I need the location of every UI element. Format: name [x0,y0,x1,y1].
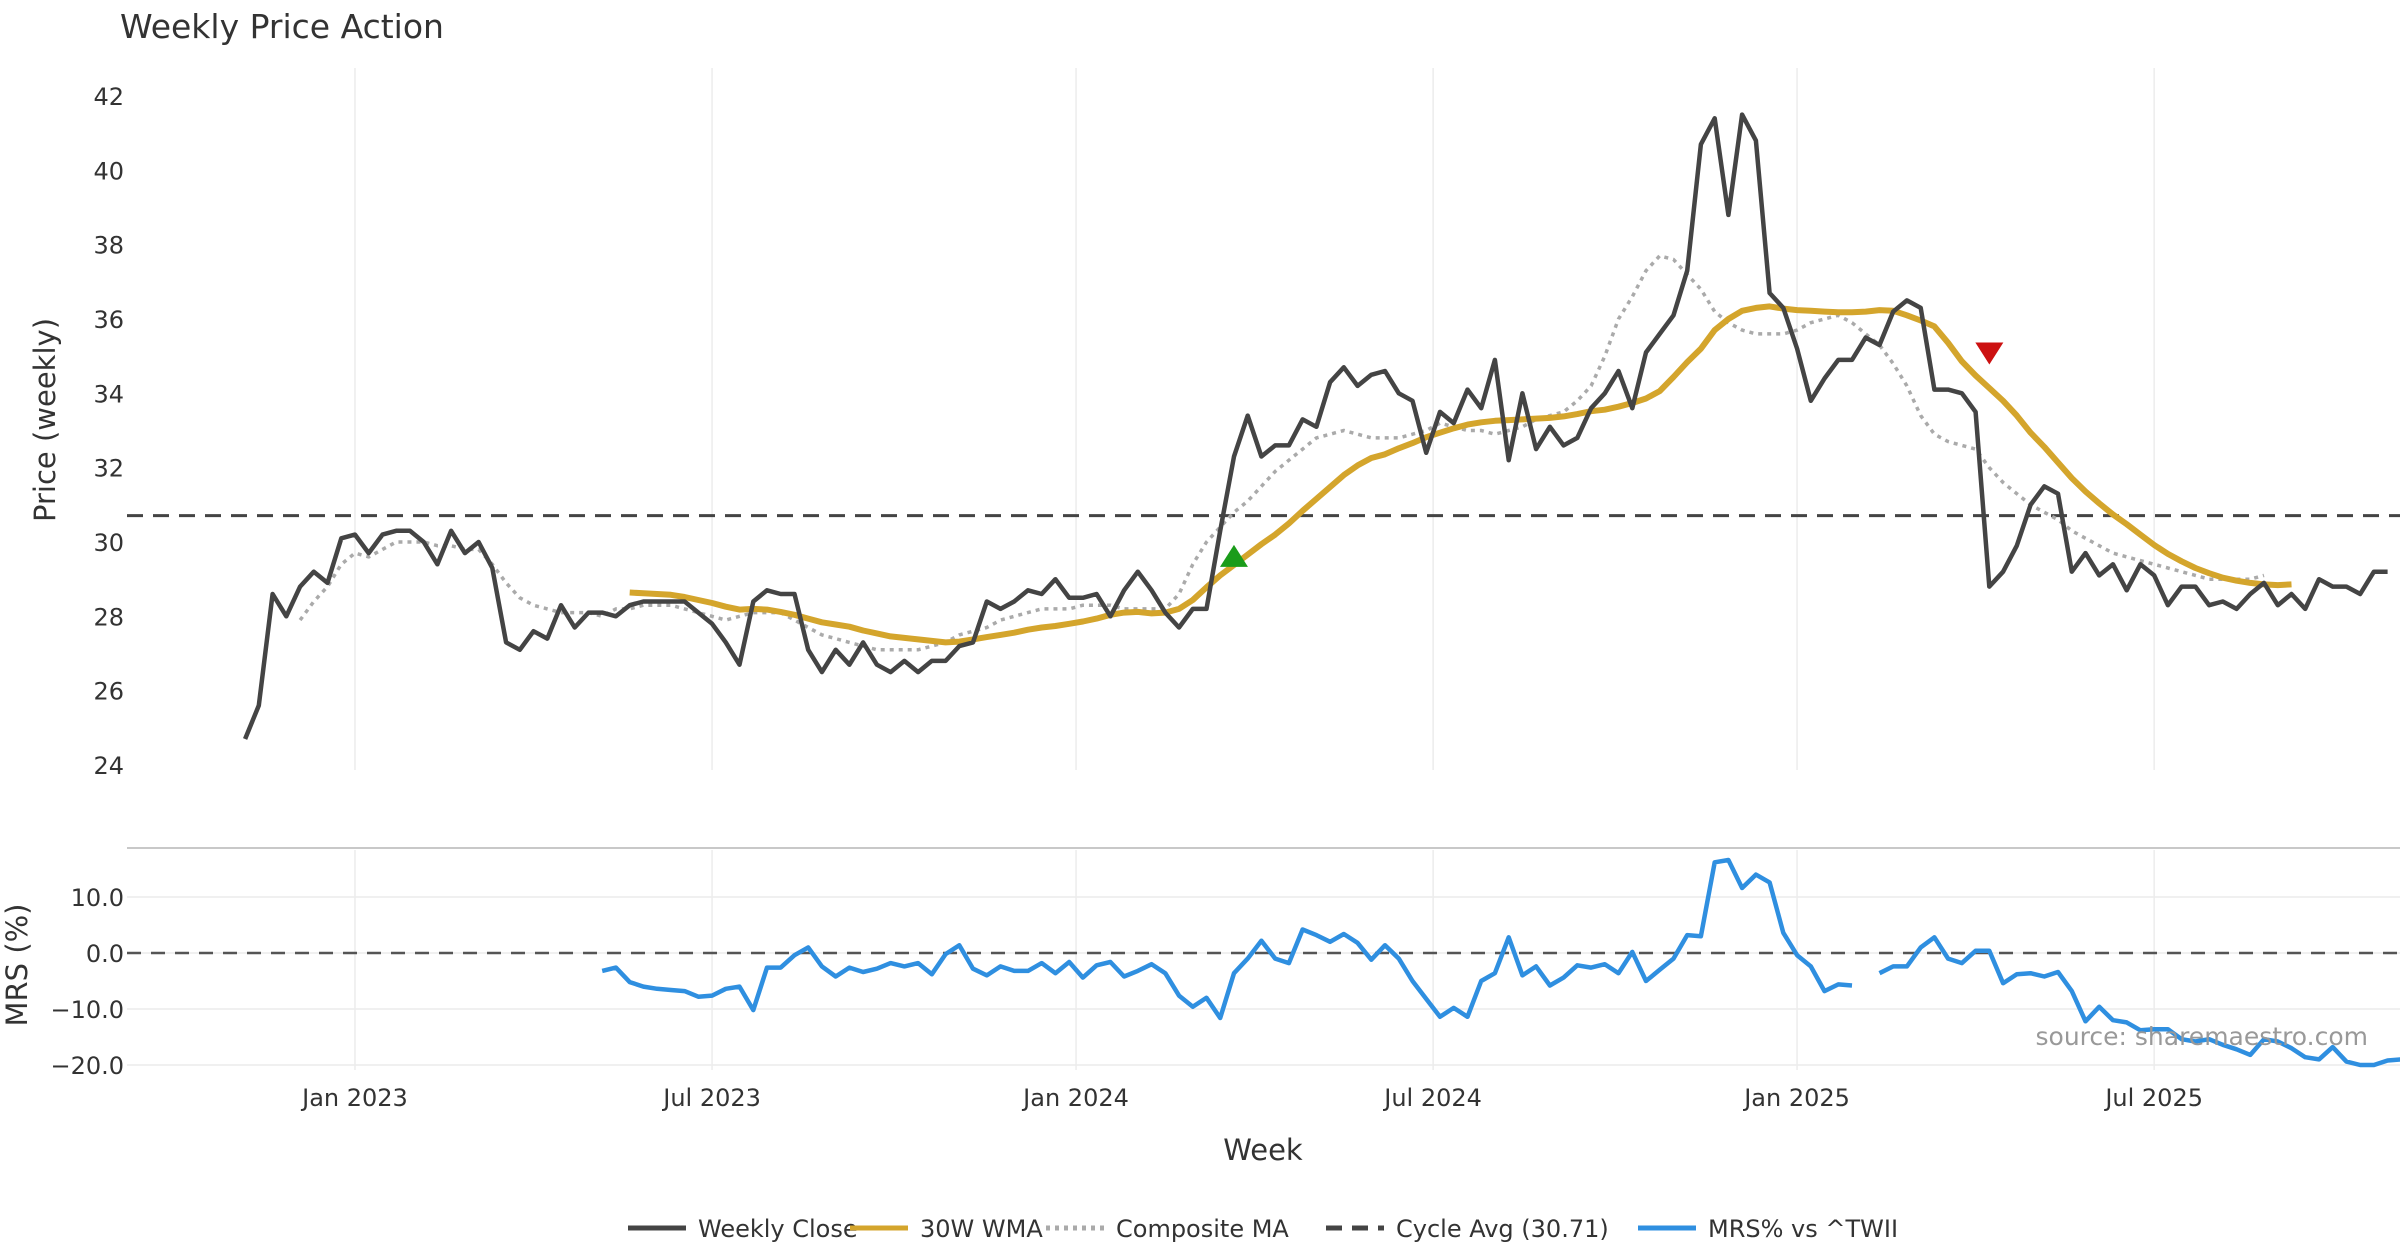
mrs-y-tick-label: −20.0 [50,1052,124,1080]
price-y-tick-label: 24 [93,752,124,780]
price-y-tick-label: 38 [93,232,124,260]
legend-item: Weekly Close [628,1215,858,1243]
price-y-tick-label: 34 [93,380,124,408]
legend-label: Composite MA [1116,1215,1289,1243]
mrs-y-tick-label: 0.0 [86,940,124,968]
mrs-y-axis-label: MRS (%) [0,904,34,1027]
legend-item: 30W WMA [850,1215,1043,1243]
x-tick-label: Jan 2024 [1021,1084,1129,1112]
legend-label: MRS% vs ^TWII [1708,1215,1898,1243]
price-y-tick-label: 28 [93,603,124,631]
mrs-y-tick-label: −10.0 [50,996,124,1024]
price-y-tick-label: 36 [93,306,124,334]
mrs-series [127,857,2400,1068]
x-tick-label: Jul 2023 [661,1084,761,1112]
price-series [127,112,2400,740]
trade-signals [1219,342,2004,567]
buy-signal-marker [1219,544,1248,567]
mrs-grid [127,850,2400,1070]
legend-label: 30W WMA [920,1215,1043,1243]
x-tick-label: Jan 2023 [300,1084,408,1112]
price-grid [354,68,2155,770]
x-tick-label: Jul 2025 [2103,1084,2203,1112]
legend-item: Cycle Avg (30.71) [1326,1215,1609,1243]
source-note: source: sharemaestro.com [2036,1022,2369,1051]
price-y-tick-label: 40 [93,157,124,185]
price-y-tick-label: 30 [93,529,124,557]
price-y-tick-label: 26 [93,678,124,706]
legend-label: Weekly Close [698,1215,858,1243]
x-axis-label: Week [1223,1133,1303,1167]
price-y-tick-label: 32 [93,455,124,483]
price-y-tick-label: 42 [93,83,124,111]
price-y-ticks: 24 26 28 30 32 34 36 38 40 42 [93,83,124,780]
sell-signal-marker [1975,342,2004,365]
price-y-axis-label: Price (weekly) [28,318,62,522]
x-axis-ticks: Jan 2023 Jul 2023 Jan 2024 Jul 2024 Jan 2025… [300,1084,2203,1112]
composite-ma-line [298,254,2265,652]
legend-item: Composite MA [1046,1215,1289,1243]
legend-label: Cycle Avg (30.71) [1396,1215,1609,1243]
weekly-close-line [243,112,2388,740]
chart-title: Weekly Price Action [120,7,444,46]
x-tick-label: Jul 2024 [1382,1084,1482,1112]
wma-30w-line [629,303,2292,646]
mrs-line-segment-0 [601,857,1853,1021]
mrs-line-segment-1 [1878,935,2400,1068]
legend-item: MRS% vs ^TWII [1638,1215,1898,1243]
legend: Weekly Close 30W WMA Composite MA Cycle Avg… [628,1215,1898,1243]
mrs-y-tick-label: 10.0 [71,884,124,912]
x-tick-label: Jan 2025 [1742,1084,1850,1112]
mrs-y-ticks: −20.0 −10.0 0.0 10.0 [50,884,124,1080]
